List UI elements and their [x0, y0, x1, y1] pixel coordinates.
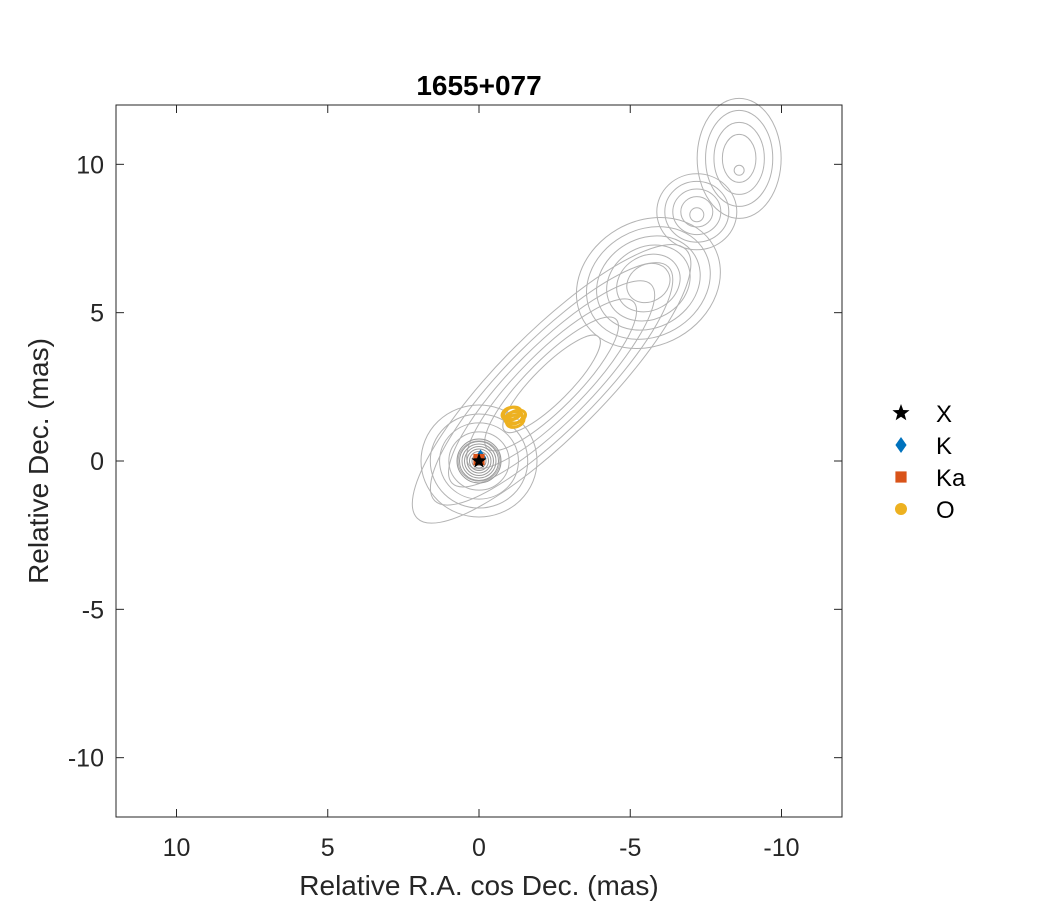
contour-line: [705, 109, 774, 207]
contour-line: [689, 207, 705, 223]
legend-label-o: O: [936, 497, 955, 524]
y-tick-label: 10: [76, 151, 104, 179]
legend-marker-ka: [895, 471, 907, 483]
contour-line: [656, 173, 738, 251]
legend-label-k: K: [936, 433, 952, 460]
contour-line: [466, 298, 638, 470]
y-tick-label: 0: [90, 448, 104, 476]
contour-line: [411, 244, 692, 524]
chart-title: 1655+077: [416, 70, 541, 101]
contour-line: [466, 448, 492, 474]
contour-line: [680, 196, 714, 228]
legend-marker-o: [895, 503, 907, 515]
legend-label-x: X: [936, 401, 952, 428]
contour-line: [575, 217, 721, 349]
x-tick-label: 0: [472, 834, 486, 862]
y-tick-label: -10: [68, 745, 104, 773]
contour-line: [616, 253, 681, 313]
axis-ticks: 10 5 0 -5 -10 10 5 0 -5 -10: [68, 105, 842, 862]
contour-line: [464, 446, 494, 476]
contour-line: [439, 422, 519, 500]
contour-line: [469, 451, 489, 471]
legend-marker-k: [895, 437, 907, 453]
contour-line: [721, 133, 757, 183]
contour-line: [664, 180, 730, 243]
marker-x: [471, 453, 487, 468]
x-tick-label: 5: [321, 834, 335, 862]
marker-o: [505, 413, 526, 429]
marker-o: [500, 405, 521, 422]
contour-line: [448, 431, 510, 491]
contour-line: [448, 280, 656, 488]
contour-map: [411, 97, 782, 524]
contour-line: [696, 97, 782, 219]
contour-line: [429, 262, 674, 506]
contour-line: [420, 404, 538, 518]
data-markers: [471, 405, 528, 468]
contour-line: [733, 164, 745, 176]
contour-line: [606, 244, 691, 322]
contour-line: [626, 262, 671, 304]
y-tick-label: 5: [90, 300, 104, 328]
contour-line: [457, 440, 501, 482]
contour-line: [672, 188, 722, 236]
contour-line: [429, 413, 529, 509]
contour-line: [586, 226, 711, 340]
x-tick-label: -10: [763, 834, 799, 862]
contour-line: [713, 121, 765, 195]
legend-marker-x: [892, 404, 910, 421]
contour-line: [459, 441, 499, 481]
legend-label-ka: Ka: [936, 465, 966, 492]
legend: XK Ka O: [892, 401, 966, 524]
x-axis-label: Relative R.A. cos Dec. (mas): [299, 870, 658, 901]
y-axis-label: Relative Dec. (mas): [23, 338, 54, 584]
contour-line: [596, 235, 701, 331]
contour-line: [456, 438, 502, 484]
contour-line: [461, 443, 497, 479]
x-tick-label: 10: [163, 834, 191, 862]
x-tick-label: -5: [619, 834, 641, 862]
contour-line: [484, 316, 619, 452]
y-tick-label: -5: [82, 596, 104, 624]
